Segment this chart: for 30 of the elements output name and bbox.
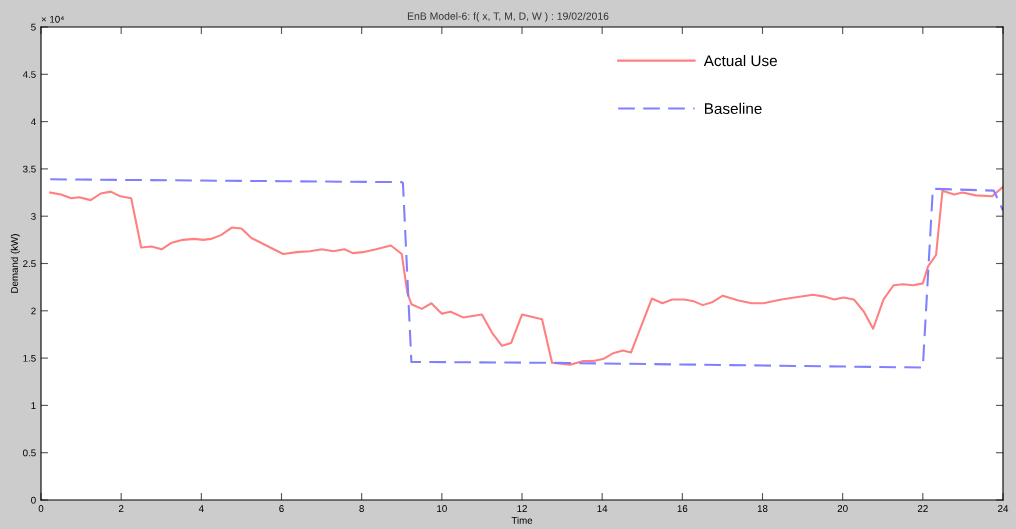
x-tick-label: 12 bbox=[517, 505, 527, 512]
text: × 10⁴ bbox=[41, 15, 64, 23]
x-tick-label: 10 bbox=[437, 505, 447, 512]
x-tick-label: 22 bbox=[917, 505, 928, 512]
y-tick-label: 1.5 bbox=[23, 354, 36, 362]
legend-label: Actual Use bbox=[703, 54, 777, 67]
y-tick-label: 5 bbox=[31, 23, 36, 31]
x-tick-label: 14 bbox=[597, 505, 608, 512]
chart-title: EnB Model-6: f( x, T, M, D, W ) : 19/02/2016 bbox=[407, 12, 609, 22]
y-tick-label: 0 bbox=[31, 496, 36, 504]
x-tick-label: 0 bbox=[38, 505, 44, 512]
x-tick-label: 20 bbox=[837, 505, 848, 512]
y-tick-label: 2 bbox=[31, 307, 36, 315]
y-tick-label: 3.5 bbox=[23, 165, 36, 173]
x-tick-label: 18 bbox=[757, 505, 768, 512]
x-tick-label: 8 bbox=[359, 505, 364, 512]
y-axis-title: Demand (kW) bbox=[10, 234, 20, 293]
y-tick-label: 3 bbox=[31, 212, 36, 220]
y-tick-label: 0.5 bbox=[23, 449, 36, 457]
legend-label: Baseline bbox=[704, 102, 762, 115]
x-tick-label: 2 bbox=[118, 505, 124, 512]
y-tick-label: 1 bbox=[31, 402, 36, 409]
x-tick-label: 16 bbox=[677, 505, 688, 512]
x-tick-label: 4 bbox=[198, 505, 204, 512]
y-tick-label: 2.5 bbox=[23, 260, 36, 268]
x-tick-label: 6 bbox=[279, 505, 284, 512]
x-axis-title: Time bbox=[511, 516, 533, 524]
y-tick-label: 4.5 bbox=[22, 71, 36, 78]
y-tick-label: 4 bbox=[30, 118, 36, 126]
x-tick-label: 24 bbox=[998, 505, 1009, 512]
